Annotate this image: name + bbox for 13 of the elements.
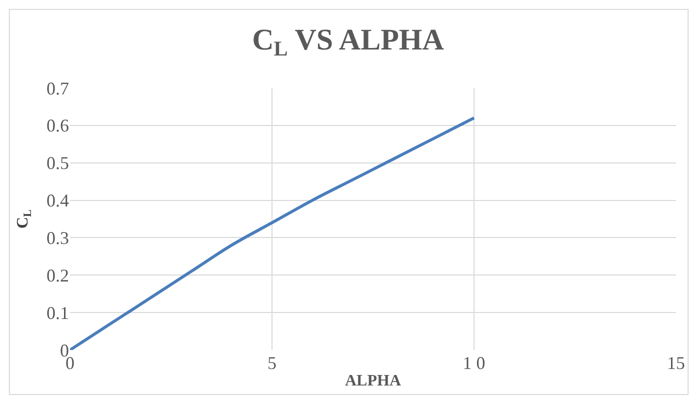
x-tick-label: 15 — [667, 353, 685, 373]
x-tick-label: 1 0 — [462, 353, 486, 373]
y-tick-label: 0.7 — [46, 78, 69, 98]
y-tick-label: 0.3 — [46, 228, 69, 248]
line-series — [70, 116, 476, 350]
y-tick-label: 0.4 — [46, 190, 69, 211]
y-tick-label: 0.1 — [46, 302, 69, 323]
x-axis-title: ALPHA — [345, 372, 402, 390]
chart-title: C$_{L}$ VS ALPHA — [252, 23, 444, 61]
y-tick-label: 0.5 — [46, 153, 69, 174]
x-tick-label: 5 — [268, 353, 276, 373]
y-tick-label: 0.6 — [46, 116, 69, 136]
y-tick-label: 0.2 — [46, 265, 69, 286]
